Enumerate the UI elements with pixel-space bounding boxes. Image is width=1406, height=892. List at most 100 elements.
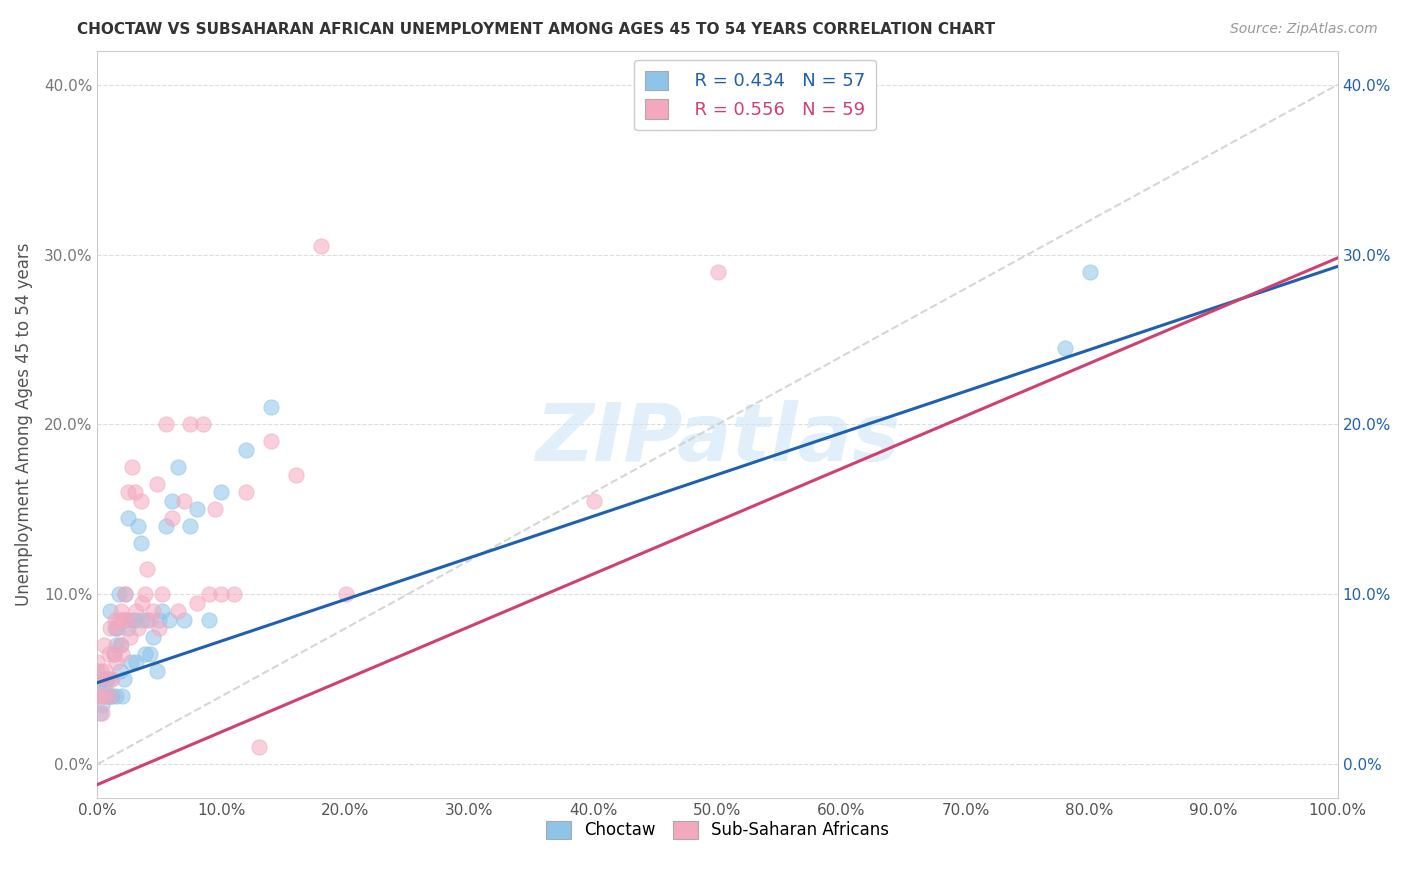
Y-axis label: Unemployment Among Ages 45 to 54 years: Unemployment Among Ages 45 to 54 years <box>15 243 32 607</box>
Point <box>131 596 153 610</box>
Point <box>117 485 139 500</box>
Point <box>105 621 128 635</box>
Point <box>160 493 183 508</box>
Point <box>155 519 177 533</box>
Point <box>173 613 195 627</box>
Point <box>186 596 208 610</box>
Point <box>148 621 170 635</box>
Point <box>118 630 141 644</box>
Point <box>94 681 117 695</box>
Text: Source: ZipAtlas.com: Source: ZipAtlas.com <box>1230 22 1378 37</box>
Point <box>115 613 138 627</box>
Point <box>93 672 115 686</box>
Point <box>284 468 307 483</box>
Point <box>125 655 148 669</box>
Point <box>146 664 169 678</box>
Point <box>124 485 146 500</box>
Point <box>167 604 190 618</box>
Point <box>91 706 114 721</box>
Point <box>105 638 128 652</box>
Point <box>157 613 180 627</box>
Point <box>98 672 121 686</box>
Point <box>90 664 112 678</box>
Point <box>105 621 128 635</box>
Point <box>155 417 177 432</box>
Point <box>179 519 201 533</box>
Point <box>247 740 270 755</box>
Point <box>96 672 118 686</box>
Point <box>110 638 132 652</box>
Point <box>1078 264 1101 278</box>
Point <box>115 613 138 627</box>
Point <box>86 690 108 704</box>
Point <box>103 647 125 661</box>
Point <box>111 613 134 627</box>
Point <box>706 264 728 278</box>
Point <box>108 664 131 678</box>
Point <box>146 476 169 491</box>
Point <box>98 621 121 635</box>
Point <box>204 502 226 516</box>
Point <box>222 587 245 601</box>
Point <box>148 613 170 627</box>
Point <box>105 655 128 669</box>
Point <box>335 587 357 601</box>
Point <box>93 690 115 704</box>
Point <box>98 604 121 618</box>
Point <box>86 672 108 686</box>
Point <box>101 690 124 704</box>
Point <box>260 401 283 415</box>
Point <box>124 613 146 627</box>
Point <box>260 434 283 449</box>
Point <box>111 690 134 704</box>
Point <box>150 604 173 618</box>
Point <box>101 672 124 686</box>
Point <box>173 493 195 508</box>
Point <box>86 672 108 686</box>
Point <box>86 664 108 678</box>
Point <box>117 511 139 525</box>
Point <box>104 621 127 635</box>
Point <box>150 587 173 601</box>
Point <box>107 613 129 627</box>
Point <box>112 613 135 627</box>
Point <box>129 536 152 550</box>
Point <box>105 690 128 704</box>
Point <box>94 664 117 678</box>
Point <box>136 613 159 627</box>
Point <box>117 621 139 635</box>
Point <box>112 672 135 686</box>
Point <box>111 647 134 661</box>
Point <box>125 604 148 618</box>
Point <box>211 587 233 601</box>
Point <box>186 502 208 516</box>
Point <box>114 587 136 601</box>
Point <box>98 690 121 704</box>
Point <box>89 690 111 704</box>
Point <box>198 587 221 601</box>
Point <box>142 630 165 644</box>
Point <box>198 613 221 627</box>
Point <box>93 690 115 704</box>
Point <box>138 647 160 661</box>
Point <box>138 613 160 627</box>
Point <box>127 519 149 533</box>
Point <box>136 562 159 576</box>
Point <box>127 621 149 635</box>
Point <box>211 485 233 500</box>
Point <box>121 459 143 474</box>
Point <box>120 655 142 669</box>
Point <box>104 613 127 627</box>
Point <box>96 672 118 686</box>
Point <box>131 613 153 627</box>
Point <box>235 442 257 457</box>
Legend: Choctaw, Sub-Saharan Africans: Choctaw, Sub-Saharan Africans <box>540 814 896 846</box>
Point <box>108 638 131 652</box>
Point <box>98 690 121 704</box>
Point <box>235 485 257 500</box>
Point <box>1053 341 1076 355</box>
Text: ZIPatlas: ZIPatlas <box>536 401 900 478</box>
Point <box>179 417 201 432</box>
Point <box>91 698 114 712</box>
Point <box>90 686 112 700</box>
